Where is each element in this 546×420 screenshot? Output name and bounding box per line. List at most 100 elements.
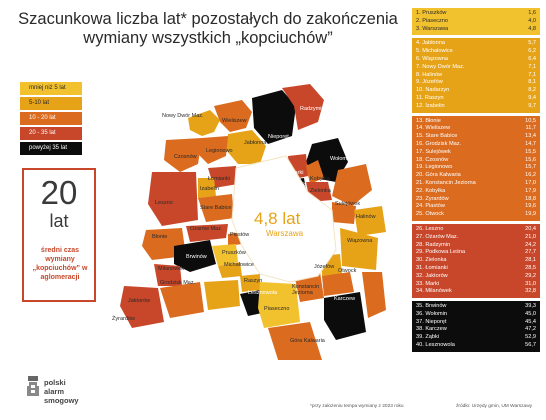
table-row: 14. Wieliszew 11,7 — [416, 125, 536, 133]
row-value: 15,7 — [525, 164, 536, 171]
row-value: 21,0 — [525, 233, 536, 240]
label-legionowo: Legionowo — [206, 148, 233, 154]
region-kobylka — [306, 160, 324, 184]
label-grodzisk: Grodzisk Maz. — [160, 280, 196, 286]
table-row: 37. Nieporęt 45,4 — [416, 319, 536, 327]
row-name: 28. Radzymin — [416, 241, 451, 248]
region-michalowice — [218, 262, 242, 278]
row-name: 16. Grodzisk Maz. — [416, 140, 462, 147]
label-lesznowola: Lesznowola — [248, 290, 278, 296]
row-value: 18,8 — [525, 195, 536, 202]
region-stare-babice — [198, 194, 234, 222]
label-zabki: Ząbki — [293, 182, 307, 188]
row-name: 30. Zielonka — [416, 257, 447, 264]
row-name: 3. Warszawa — [416, 25, 449, 32]
row-value: 5,7 — [528, 40, 536, 47]
table-group: 4. Jabłonna 5,7 5. Michałowice 6,2 6. Wiązow… — [412, 38, 540, 113]
region-otwock — [322, 272, 354, 296]
region-wieliszew — [214, 100, 252, 132]
row-value: 24,2 — [525, 241, 536, 248]
label-ozarow: Ożarów Maz. — [190, 226, 223, 232]
chart-title: Szacunkowa liczba lat* pozostałych do za… — [18, 10, 398, 47]
row-value: 11,7 — [525, 125, 536, 132]
table-row: 17. Sulejówek 15,5 — [416, 149, 536, 157]
label-nowy-dwor: Nowy Dwór Maz. — [162, 113, 204, 119]
region-ozarow — [186, 224, 228, 242]
row-value: 10,5 — [525, 117, 536, 124]
region-nieporet — [252, 90, 296, 144]
row-name: 14. Wieliszew — [416, 125, 451, 132]
warsaw-value: 4,8 lat — [254, 209, 301, 228]
table-row: 39. Ząbki 52,9 — [416, 334, 536, 342]
table-row: 27. Ożarów Maz. 21,0 — [416, 234, 536, 242]
average-stat-box: 20 lat średni czas wymiany „kopciuchów” … — [22, 168, 96, 302]
table-row: 23. Żyrardów 18,8 — [416, 196, 536, 204]
label-zielonka: Zielonka — [310, 188, 331, 194]
region-grodzisk — [160, 282, 204, 318]
legend-item: 20 - 35 lat — [20, 127, 82, 140]
table-row: 29. Podkowa Leśna 27,7 — [416, 249, 536, 257]
region-brwinow — [174, 240, 216, 272]
row-value: 16,2 — [525, 172, 536, 179]
region-pruszkow — [212, 244, 238, 266]
table-row: 34. Milanówek 32,8 — [416, 288, 536, 296]
region-east — [332, 164, 372, 206]
row-value: 31,0 — [525, 280, 536, 287]
table-row: 4. Jabłonna 5,7 — [416, 40, 536, 48]
row-value: 6,2 — [528, 48, 536, 55]
row-value: 1,6 — [528, 10, 536, 16]
label-radzymin: Radzymin — [300, 106, 325, 112]
label-leszno: Leszno — [155, 200, 173, 206]
label-raszyn: Raszyn — [244, 278, 263, 284]
label-gora-kalwaria: Góra Kalwaria — [290, 338, 325, 344]
row-value: 20,4 — [525, 225, 536, 232]
row-name: 25. Otwock — [416, 211, 444, 218]
label-halinow: Halinów — [356, 214, 376, 220]
logo-line-1: polski — [44, 378, 66, 387]
logo-line-2: alarm — [44, 387, 65, 396]
region-wiazowna — [340, 228, 378, 270]
table-row: 28. Radzymin 24,2 — [416, 242, 536, 250]
table-row: 5. Michałowice 6,2 — [416, 48, 536, 56]
table-row: 26. Leszno 20,4 — [416, 226, 536, 234]
label-wieliszew: Wieliszew — [222, 118, 247, 124]
row-value: 28,1 — [525, 257, 536, 264]
label-milanowek: Milanówek — [158, 266, 184, 272]
legend-item: powyżej 35 lat — [20, 142, 82, 155]
region-czosnow — [164, 138, 202, 172]
row-value: 29,2 — [525, 272, 536, 279]
label-wiazowna: Wiązowna — [347, 238, 373, 244]
table-row: 36. Wołomin 45,0 — [416, 311, 536, 319]
row-name: 5. Michałowice — [416, 48, 453, 55]
row-value: 19,6 — [525, 203, 536, 210]
table-row: 11. Raszyn 9,4 — [416, 95, 536, 103]
label-jablonna: Jabłonna — [244, 140, 267, 146]
label-lomianki: Łomianki — [208, 176, 231, 182]
source: źródło: Urzędy gmin, UM Warszawy — [456, 404, 533, 409]
row-value: 8,1 — [528, 79, 536, 86]
row-value: 45,0 — [525, 310, 536, 317]
average-value: 20 — [40, 174, 78, 211]
row-value: 17,9 — [525, 187, 536, 194]
label-wolomin: Wołomin — [330, 156, 352, 162]
row-name: 17. Sulejówek — [416, 148, 451, 155]
label-marki: Marki — [290, 170, 304, 176]
label-karczew: Karczew — [334, 296, 356, 302]
table-row: 13. Błonie 10,5 — [416, 118, 536, 126]
label-michalowice: Michałowice — [224, 262, 254, 268]
region-radzymin — [282, 84, 324, 130]
row-name: 8. Halinów — [416, 71, 443, 78]
label-sulejowek: Sulejówek — [335, 201, 361, 207]
row-value: 9,7 — [528, 102, 536, 109]
row-name: 29. Podkowa Leśna — [416, 249, 466, 256]
region-lomianki — [208, 166, 238, 188]
label-jozefow: Józefów — [314, 264, 335, 270]
label-blonie: Błonie — [152, 234, 168, 240]
label-piaseczno: Piaseczno — [264, 306, 290, 312]
footnote: *przy założeniu tempa wymiany z 2023 rok… — [310, 404, 404, 409]
row-value: 27,7 — [525, 249, 536, 256]
table-group: 1. Pruszków 1,6 2. Piaseczno 4,0 3. Warszawa… — [412, 8, 540, 36]
label-kobylka: Kobyłka — [310, 176, 330, 182]
row-value: 15,6 — [525, 156, 536, 163]
table-row: 25. Otwock 19,9 — [416, 211, 536, 219]
